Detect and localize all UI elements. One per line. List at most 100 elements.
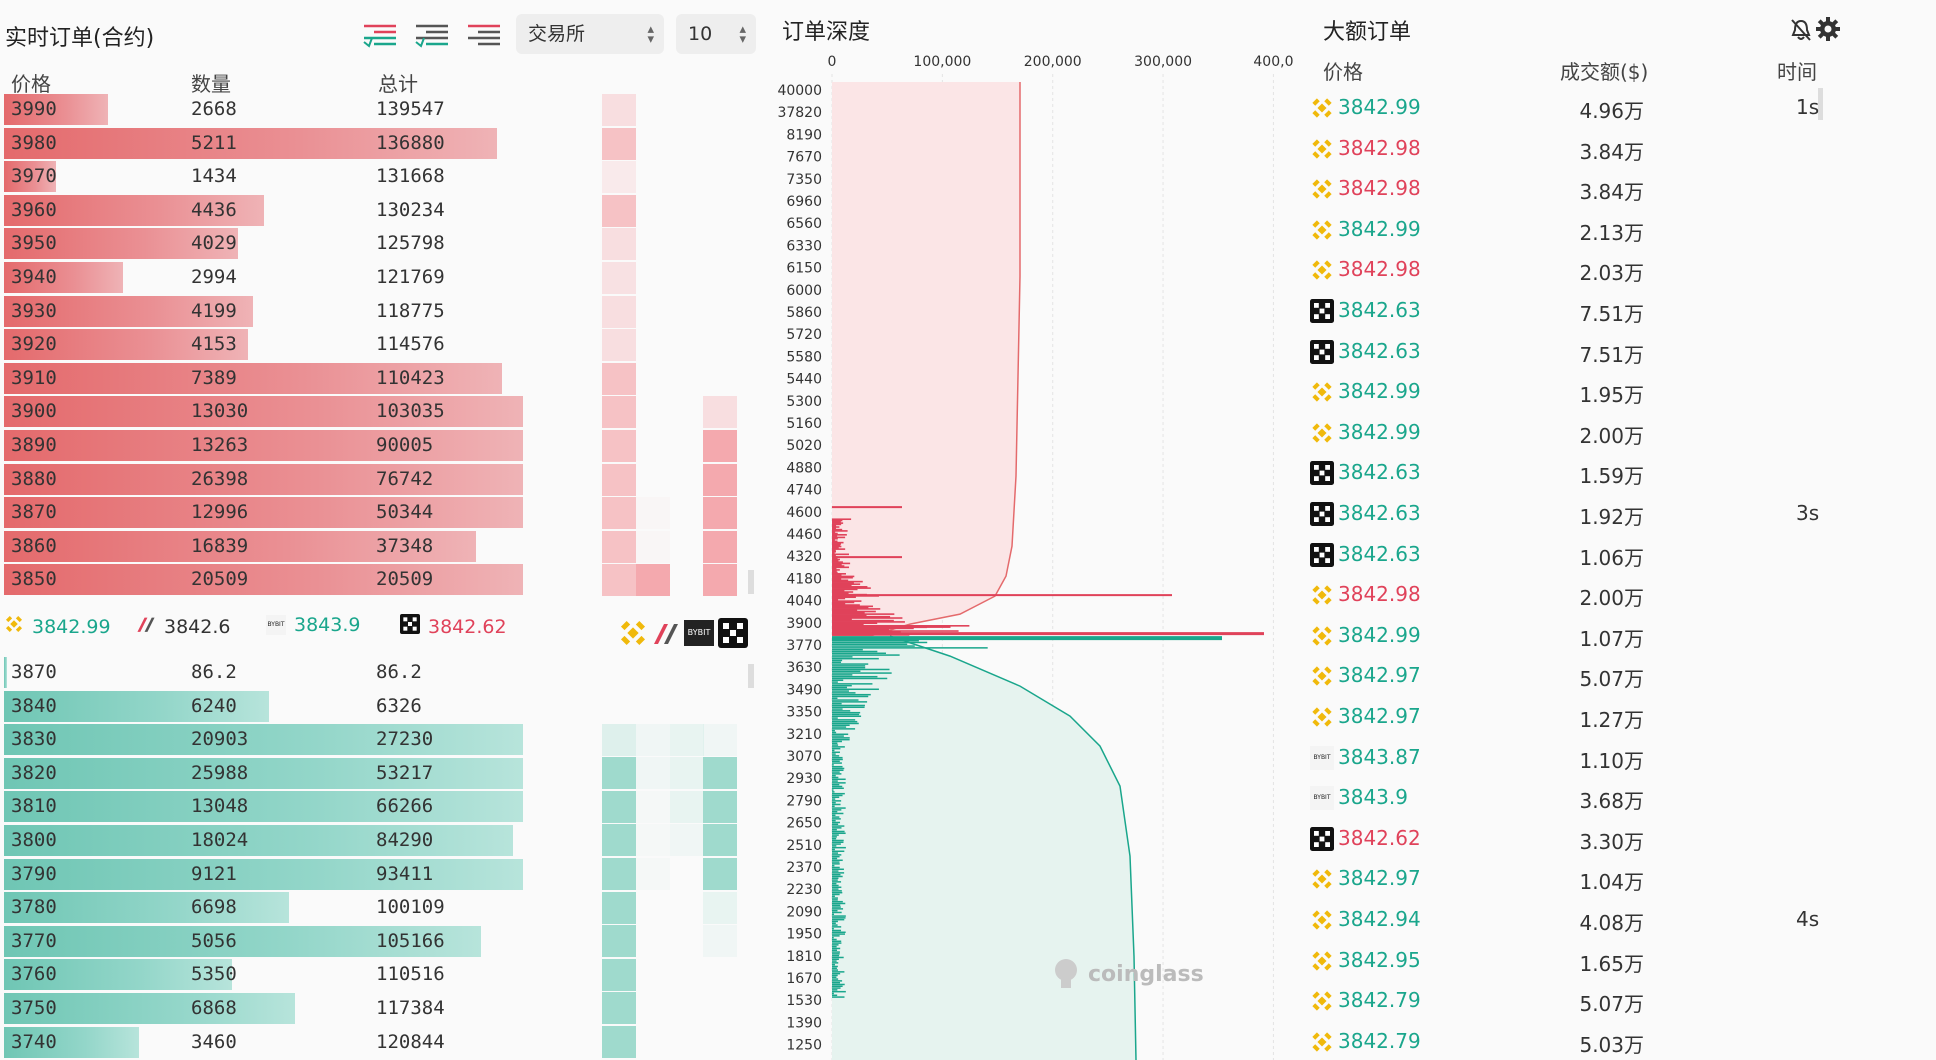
bigorder-row[interactable]: 3842.99 4.96万 1s: [1310, 88, 1830, 128]
asks-scrollbar[interactable]: [748, 570, 754, 594]
bigorder-row[interactable]: 3842.98 2.03万: [1310, 250, 1830, 290]
bigorder-row[interactable]: 3842.98 2.00万: [1310, 575, 1830, 615]
bid-level-bar: [832, 659, 843, 662]
bigorder-row[interactable]: 3842.63 7.51万: [1310, 332, 1830, 372]
bid-row[interactable]: 3870 86.2 86.2: [4, 657, 524, 688]
bid-total: 6326: [376, 694, 422, 717]
bid-level-bar: [832, 728, 856, 730]
bid-level-bar: [832, 852, 839, 854]
bigorder-row[interactable]: 3842.63 7.51万: [1310, 291, 1830, 331]
ask-row[interactable]: 3960 4436 130234: [4, 194, 524, 226]
settings-gear-icon[interactable]: [1816, 17, 1840, 45]
bid-row[interactable]: 3770 5056 105166: [4, 925, 524, 957]
ask-row[interactable]: 3900 13030 103035: [4, 396, 524, 428]
bids-scrollbar[interactable]: [748, 664, 754, 688]
ask-row[interactable]: 3930 4199 118775: [4, 295, 524, 327]
bigorder-row[interactable]: 3842.99 2.13万: [1310, 210, 1830, 250]
ask-level-bar: [832, 539, 835, 541]
bid-row[interactable]: 3840 6240 6326: [4, 690, 524, 722]
bid-level-bar: [832, 902, 846, 905]
bid-price: 3740: [11, 1030, 57, 1053]
exchange-depth-cell: [636, 824, 670, 857]
bigorder-row[interactable]: 3842.98 3.84万: [1310, 169, 1830, 209]
ask-level-bar: [832, 556, 902, 559]
bigorder-price: 3842.63: [1338, 501, 1421, 525]
ask-total: 50344: [376, 501, 434, 524]
y-tick-label: 6960: [786, 194, 822, 210]
ask-row[interactable]: 3880 26398 76742: [4, 463, 524, 495]
bigorder-row[interactable]: 3842.62 3.30万: [1310, 819, 1830, 859]
bigorder-row[interactable]: 3842.97 1.04万: [1310, 859, 1830, 899]
bid-row[interactable]: 3830 20903 27230: [4, 724, 524, 756]
bid-row[interactable]: 3790 9121 93411: [4, 858, 524, 890]
ask-level-bar: [832, 563, 842, 566]
bigorder-row[interactable]: 3842.63 1.06万: [1310, 535, 1830, 575]
ask-level-bar: [832, 540, 838, 543]
bigorder-row[interactable]: 3842.63 1.92万 3s: [1310, 494, 1830, 534]
bid-row[interactable]: 3750 6868 117384: [4, 993, 524, 1024]
mute-bell-icon[interactable]: [1790, 18, 1812, 46]
bigorder-row[interactable]: 3842.94 4.08万 4s: [1310, 900, 1830, 940]
depth-chart[interactable]: 0 100,000 200,000 300,000 400,0 40000 37820 819…: [770, 0, 1310, 1060]
bigorder-row[interactable]: 3842.79 5.03万: [1310, 1022, 1830, 1060]
ask-level-bar: [832, 604, 860, 606]
exchange-depth-cell: [636, 790, 670, 823]
bigorder-row[interactable]: BYBIT 3843.87 1.10万: [1310, 738, 1830, 778]
bigorder-row[interactable]: 3842.97 5.07万: [1310, 656, 1830, 696]
bigorder-row[interactable]: 3842.99 2.00万: [1310, 413, 1830, 453]
bid-level-bar: [832, 710, 851, 712]
bigorder-row[interactable]: 3842.79 5.07万: [1310, 981, 1830, 1021]
bid-level-bar: [832, 731, 837, 734]
ask-row[interactable]: 3940 2994 121769: [4, 262, 524, 293]
depth-select[interactable]: 10 ▴ ▾: [676, 14, 756, 54]
ask-row[interactable]: 3970 1434 131668: [4, 161, 524, 193]
bid-row[interactable]: 3760 5350 110516: [4, 959, 524, 991]
ask-row[interactable]: 3920 4153 114576: [4, 329, 524, 361]
ask-row[interactable]: 3890 13263 90005: [4, 430, 524, 461]
ask-row[interactable]: 3950 4029 125798: [4, 228, 524, 260]
bid-row[interactable]: 3740 3460 120844: [4, 1026, 524, 1058]
ask-price: 3910: [11, 366, 57, 389]
ask-row[interactable]: 3850 20509 20509: [4, 564, 524, 596]
binance-icon: [4, 614, 24, 639]
view-bids-icon[interactable]: [412, 18, 452, 52]
ask-row[interactable]: 3870 12996 50344: [4, 497, 524, 529]
bid-level-bar: [832, 818, 841, 820]
ask-row[interactable]: 3980 5211 136880: [4, 127, 524, 159]
exchange-depth-cell: [636, 723, 670, 756]
ask-level-bar: [832, 524, 837, 527]
bid-price: 3750: [11, 997, 57, 1019]
y-tick-label: 5720: [786, 327, 822, 343]
ask-row[interactable]: 3860 16839 37348: [4, 530, 524, 562]
bid-level-bar: [832, 960, 837, 962]
bigorder-price: 3842.79: [1338, 988, 1421, 1013]
bigorders-scrollbar[interactable]: [1818, 88, 1823, 120]
bigorder-row[interactable]: BYBIT 3843.9 3.68万: [1310, 778, 1830, 818]
bid-level-bar: [832, 805, 835, 808]
exchange-select[interactable]: 交易所 ▴ ▾: [516, 14, 664, 54]
bid-level-bar: [832, 870, 839, 872]
bid-level-bar: [832, 845, 837, 847]
ask-row[interactable]: 3990 2668 139547: [4, 94, 524, 125]
bigorder-row[interactable]: 3842.99 1.07万: [1310, 616, 1830, 656]
bid-row[interactable]: 3810 13048 66266: [4, 791, 524, 823]
bigorder-row[interactable]: 3842.63 1.59万: [1310, 453, 1830, 493]
exchange-depth-cell: [636, 530, 670, 563]
bid-level-bar: [832, 749, 835, 752]
ask-level-bar: [832, 588, 858, 591]
bigorder-row[interactable]: 3842.98 3.84万: [1310, 129, 1830, 169]
bigorder-row[interactable]: 3842.99 1.95万: [1310, 372, 1830, 412]
bid-level-bar: [832, 971, 845, 973]
bid-row[interactable]: 3780 6698 100109: [4, 892, 524, 924]
bigorder-row[interactable]: 3842.97 1.27万: [1310, 697, 1830, 737]
ask-row[interactable]: 3910 7389 110423: [4, 362, 524, 394]
bid-price: 3760: [11, 963, 57, 986]
okx-icon: [1310, 299, 1334, 323]
bid-depth-bar: [4, 858, 523, 890]
bigorder-row[interactable]: 3842.95 1.65万: [1310, 941, 1830, 981]
bid-row[interactable]: 3800 18024 84290: [4, 825, 524, 856]
ask-level-bar: [832, 586, 868, 588]
view-both-icon[interactable]: [360, 18, 400, 52]
view-asks-icon[interactable]: [464, 18, 504, 52]
bid-row[interactable]: 3820 25988 53217: [4, 757, 524, 789]
